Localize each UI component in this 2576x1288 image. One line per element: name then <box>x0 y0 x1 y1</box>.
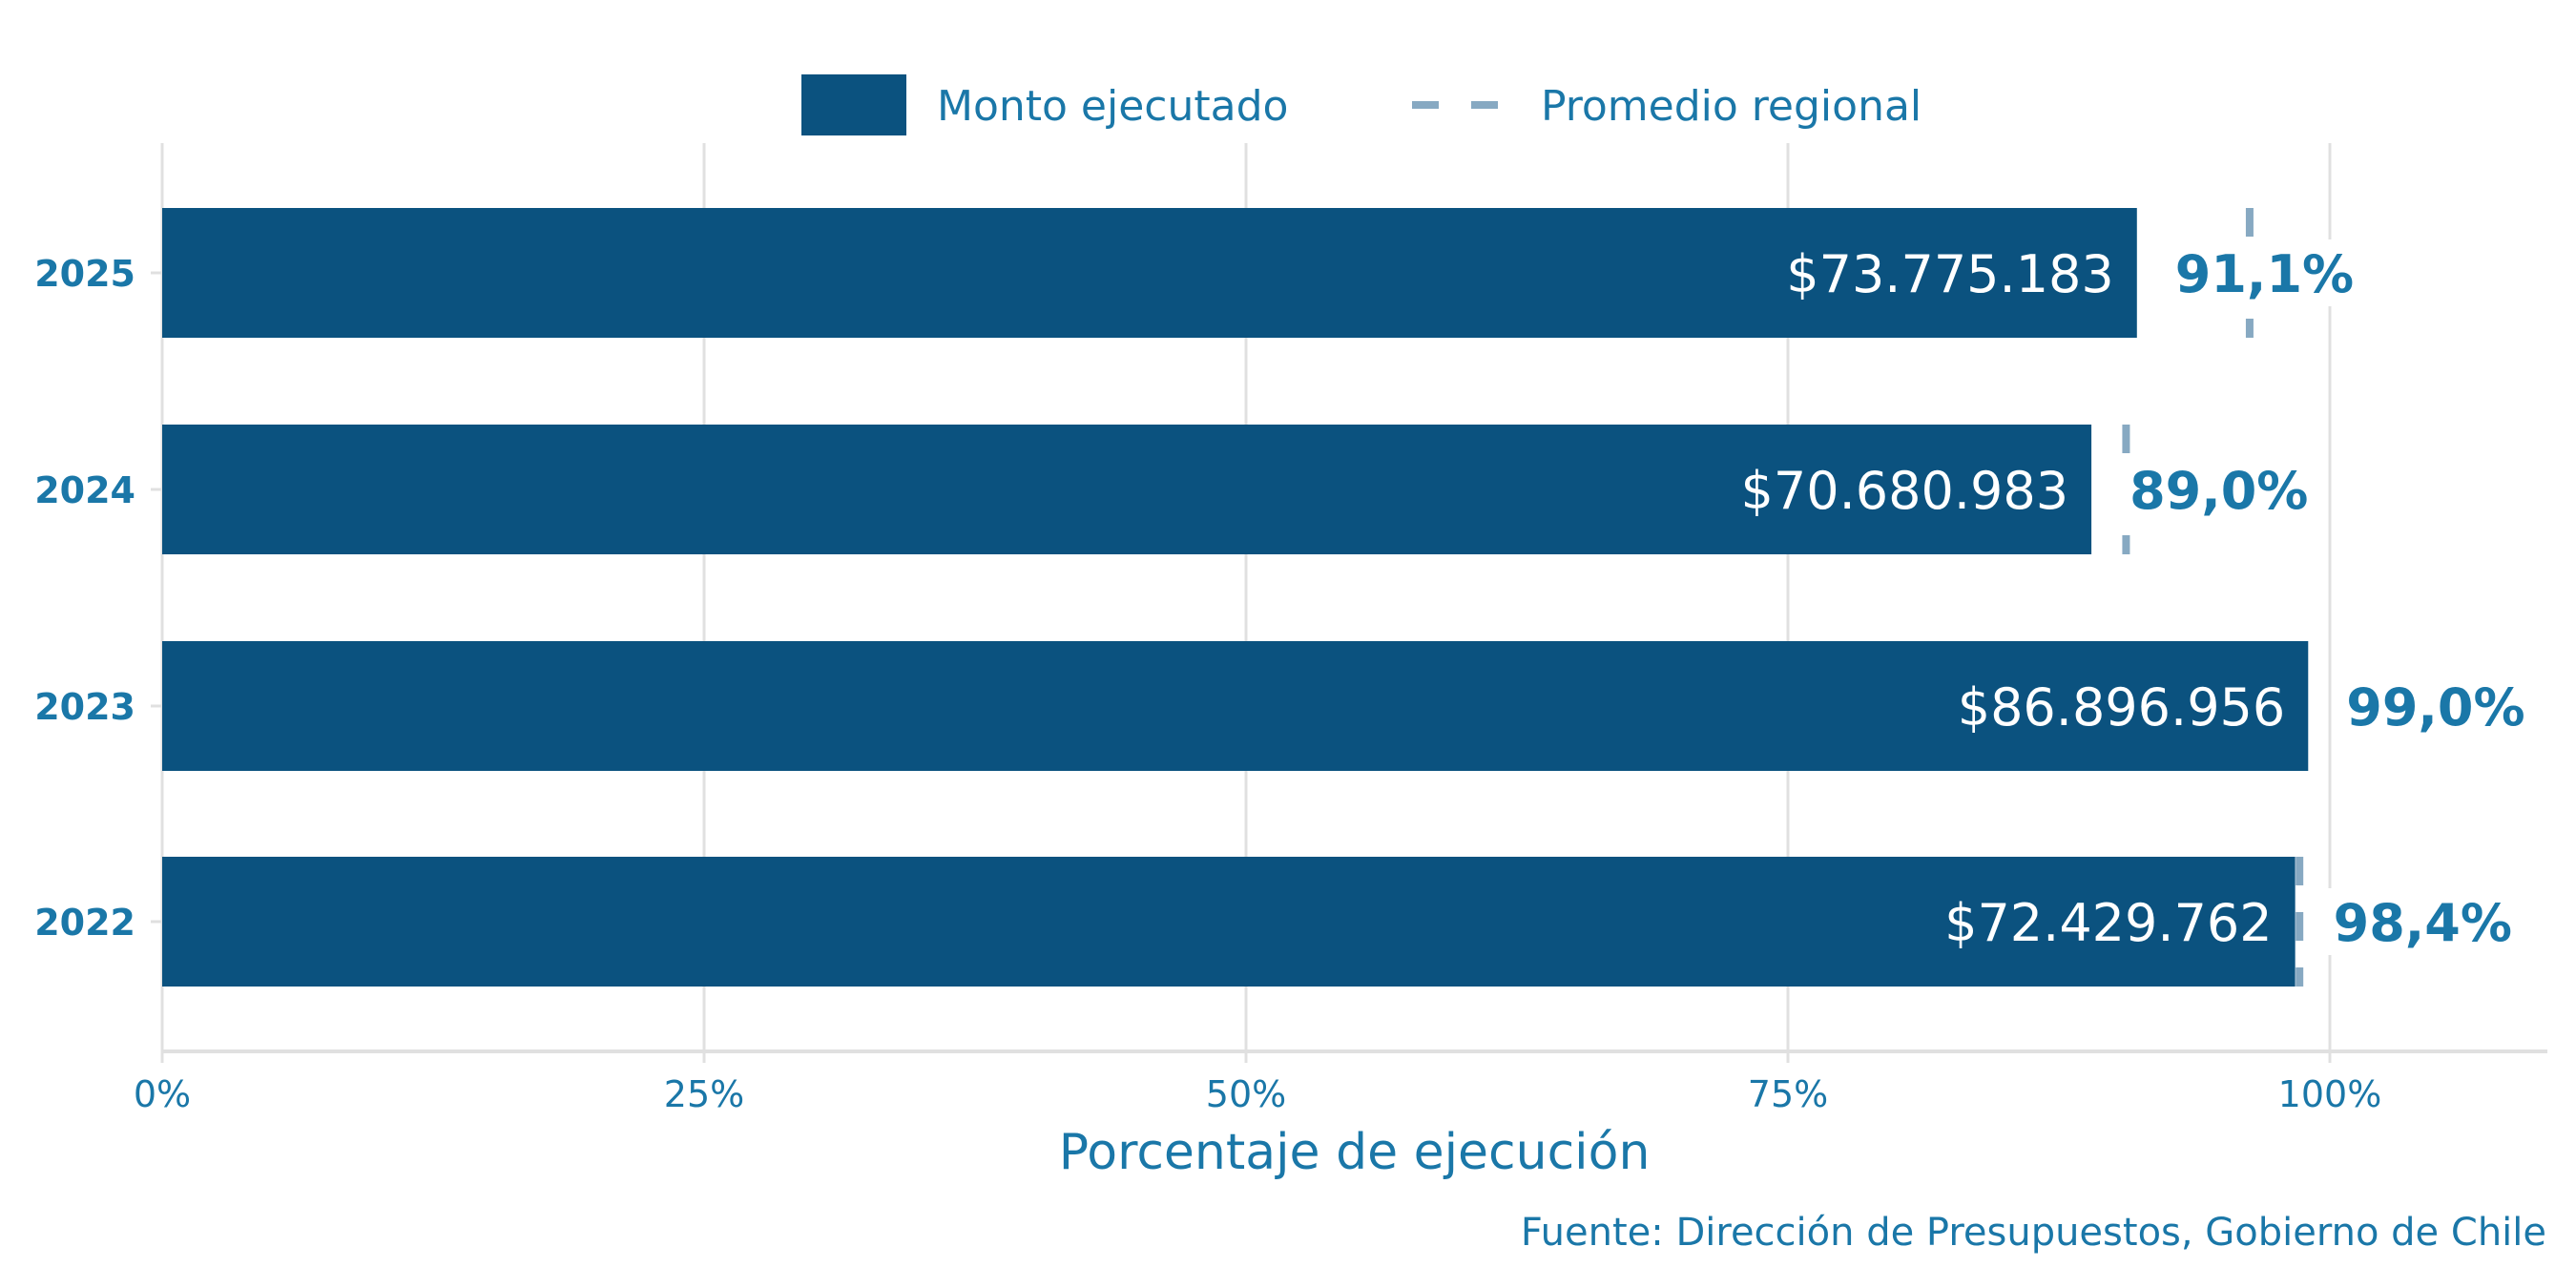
bar-2025 <box>162 208 2137 338</box>
x-tick-label: 100% <box>2278 1073 2382 1115</box>
y-tick-label: 2024 <box>34 469 135 511</box>
bar-2024 <box>162 425 2092 554</box>
bar-value-label: $86.896.956 <box>1958 677 2286 737</box>
pct-label-background <box>2165 239 2347 306</box>
pct-label: 89,0% <box>2129 461 2308 521</box>
x-axis-title: Porcentaje de ejecución <box>1059 1124 1651 1181</box>
bar-value-label: $73.775.183 <box>1786 244 2114 304</box>
x-tick-label: 0% <box>134 1073 191 1115</box>
pct-label-background <box>2337 673 2519 739</box>
bar-2023 <box>162 641 2309 771</box>
pct-label: 99,0% <box>2346 677 2524 737</box>
legend-swatch-monto <box>801 74 906 135</box>
x-tick-label: 50% <box>1206 1073 1286 1115</box>
bar-value-label: $70.680.983 <box>1741 461 2069 521</box>
legend-label-monto: Monto ejecutado <box>937 82 1288 131</box>
x-tick-label: 25% <box>664 1073 744 1115</box>
source-note: Fuente: Dirección de Presupuestos, Gobie… <box>1521 1211 2546 1255</box>
pct-label: 91,1% <box>2175 244 2354 304</box>
x-tick-label: 75% <box>1748 1073 1828 1115</box>
pct-label-background <box>2323 888 2505 955</box>
bar-value-label: $72.429.762 <box>1944 893 2273 953</box>
y-tick-label: 2022 <box>34 902 135 944</box>
pct-label-background <box>2120 456 2302 523</box>
pct-label: 98,4% <box>2334 893 2512 953</box>
y-tick-label: 2025 <box>34 253 135 295</box>
y-tick-label: 2023 <box>34 686 135 728</box>
bar-2022 <box>162 857 2296 987</box>
legend-label-promedio: Promedio regional <box>1541 82 1922 131</box>
